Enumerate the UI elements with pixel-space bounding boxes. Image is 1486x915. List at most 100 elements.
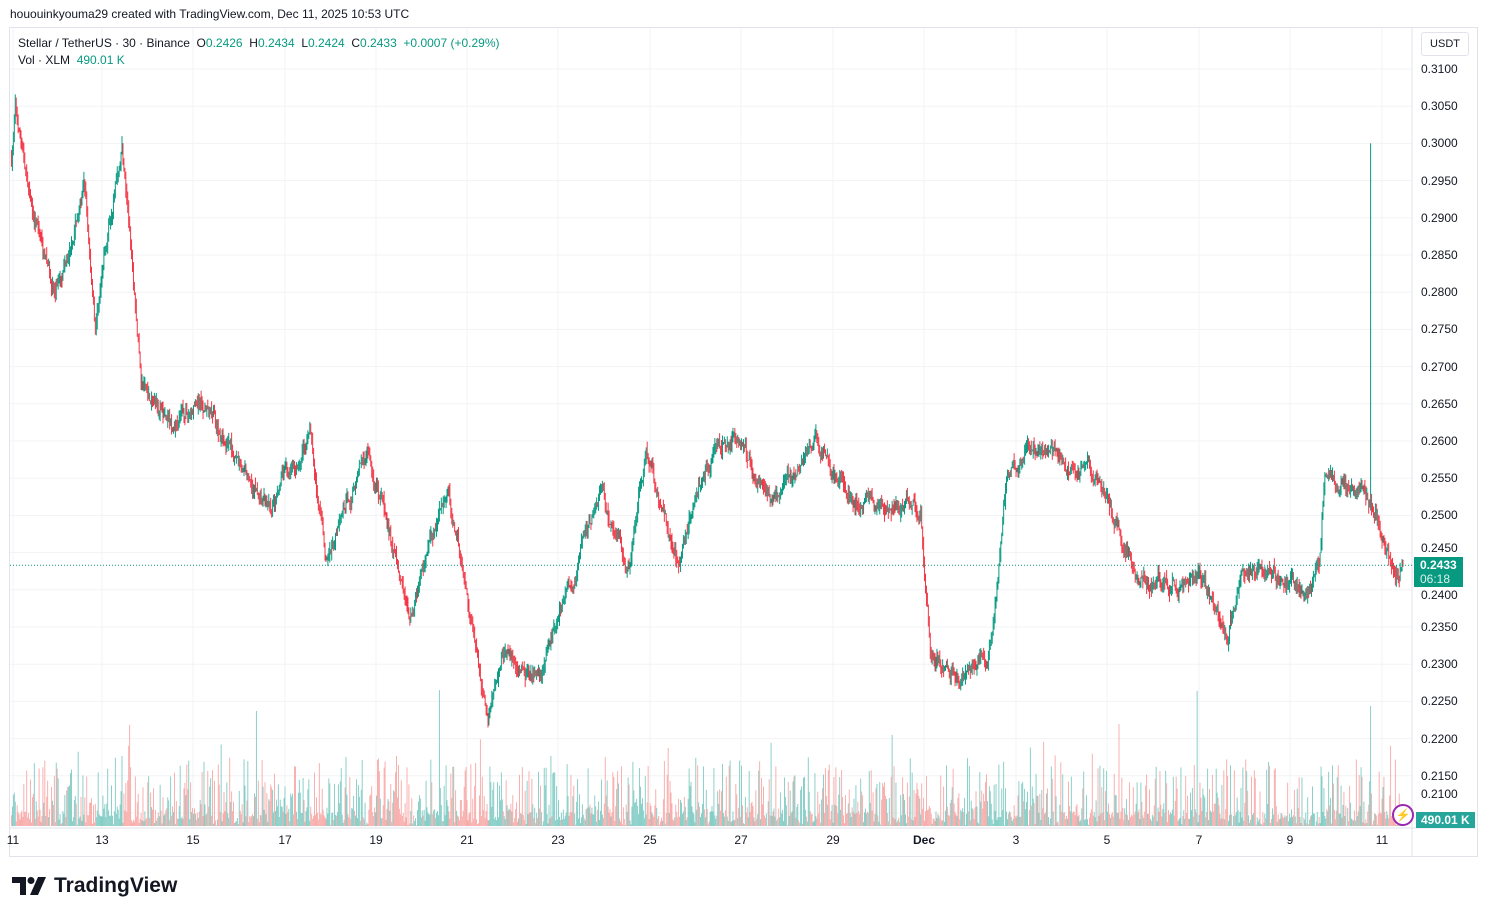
chart-frame[interactable] [9, 27, 1478, 857]
volume-bar [737, 818, 739, 826]
volume-bar [1183, 810, 1185, 826]
volume-bar [982, 808, 984, 826]
change-value: +0.0007 (+0.29%) [403, 36, 500, 50]
volume-bar [139, 818, 141, 826]
volume-bar [482, 810, 484, 826]
volume-bar [1341, 817, 1343, 826]
volume-bar [1312, 813, 1314, 826]
volume-bar [425, 780, 427, 826]
volume-bar [967, 811, 969, 826]
volume-bar [1100, 813, 1102, 826]
symbol-title[interactable]: Stellar / TetherUS · 30 · Binance [18, 36, 190, 50]
volume-bar [885, 796, 886, 826]
volume-bar [775, 766, 777, 826]
volume-bar [928, 805, 930, 826]
volume-bar [469, 812, 471, 826]
volume-bar [260, 815, 262, 826]
volume-bar [11, 815, 12, 826]
volume-label[interactable]: Vol · XLM [18, 53, 71, 67]
volume-bar [1131, 816, 1133, 826]
volume-bar [367, 823, 369, 826]
volume-bar [658, 815, 660, 826]
volume-bar [845, 813, 847, 826]
volume-bar [629, 820, 631, 826]
volume-bar [1200, 797, 1202, 826]
volume-bar [699, 806, 701, 826]
volume-bar [843, 815, 844, 826]
volume-bar [1335, 810, 1337, 826]
volume-bar [470, 764, 472, 826]
currency-button[interactable]: USDT [1421, 32, 1469, 56]
volume-bar [377, 759, 378, 826]
volume-bar [551, 816, 553, 826]
volume-bar [789, 790, 791, 826]
volume-bar [430, 759, 432, 826]
volume-bar [512, 795, 514, 826]
volume-bar [208, 806, 210, 826]
volume-bar [1177, 821, 1179, 826]
volume-bar [782, 810, 783, 826]
tradingview-logo[interactable]: TradingView [12, 874, 177, 898]
volume-bar [199, 799, 201, 826]
volume-bar [1353, 820, 1354, 826]
volume-bar [331, 813, 333, 826]
volume-bar [1209, 789, 1210, 826]
volume-bar [1078, 814, 1080, 826]
volume-bar [407, 825, 409, 826]
volume-bar [341, 814, 343, 826]
volume-bar [497, 782, 498, 826]
volume-bar [607, 806, 609, 826]
volume-bar [350, 818, 352, 826]
volume-bar [370, 794, 372, 826]
volume-bar [805, 816, 807, 826]
volume-tag: 490.01 K [1416, 812, 1475, 828]
volume-bar [532, 804, 534, 826]
volume-bar [338, 803, 340, 826]
volume-bar [325, 819, 327, 826]
volume-bar [625, 804, 627, 826]
volume-bar [1256, 817, 1258, 826]
volume-bar [1045, 812, 1047, 826]
volume-bar [1265, 818, 1267, 826]
volume-bar [126, 811, 128, 826]
volume-bar [282, 811, 284, 826]
volume-bar [797, 803, 799, 826]
volume-bar [778, 808, 780, 826]
volume-bar [493, 782, 495, 826]
volume-bar [1295, 823, 1297, 826]
volume-bar [232, 811, 234, 826]
volume-bar [395, 772, 397, 826]
volume-bar [683, 796, 685, 826]
volume-bar [563, 818, 565, 826]
volume-bar [1202, 788, 1204, 826]
volume-bar [846, 813, 848, 826]
volume-bar [1350, 802, 1352, 826]
volume-bar [643, 818, 645, 826]
volume-bar [413, 815, 415, 826]
y-tick-label: 0.2100 [1421, 787, 1458, 801]
volume-bar [369, 795, 371, 826]
volume-bar [1267, 804, 1269, 826]
volume-bar [90, 802, 92, 826]
volume-bar [763, 786, 764, 826]
volume-bar [774, 816, 776, 826]
volume-bar [1216, 792, 1218, 826]
volume-bar [1306, 823, 1308, 826]
volume-bar [451, 798, 453, 826]
volume-bar [410, 810, 412, 826]
volume-bar [284, 786, 286, 826]
volume-bar [712, 811, 714, 826]
volume-bar [828, 764, 830, 826]
lightning-icon[interactable]: ⚡ [1392, 804, 1414, 826]
volume-bar [592, 814, 594, 826]
volume-bar [37, 816, 39, 826]
volume-bar [555, 820, 557, 826]
volume-bar [809, 811, 811, 826]
volume-bar [1218, 805, 1220, 826]
volume-bar [1380, 813, 1382, 826]
volume-bar [1159, 770, 1161, 826]
volume-bar [353, 795, 355, 826]
volume-bar [1201, 810, 1203, 826]
volume-bar [412, 823, 414, 826]
